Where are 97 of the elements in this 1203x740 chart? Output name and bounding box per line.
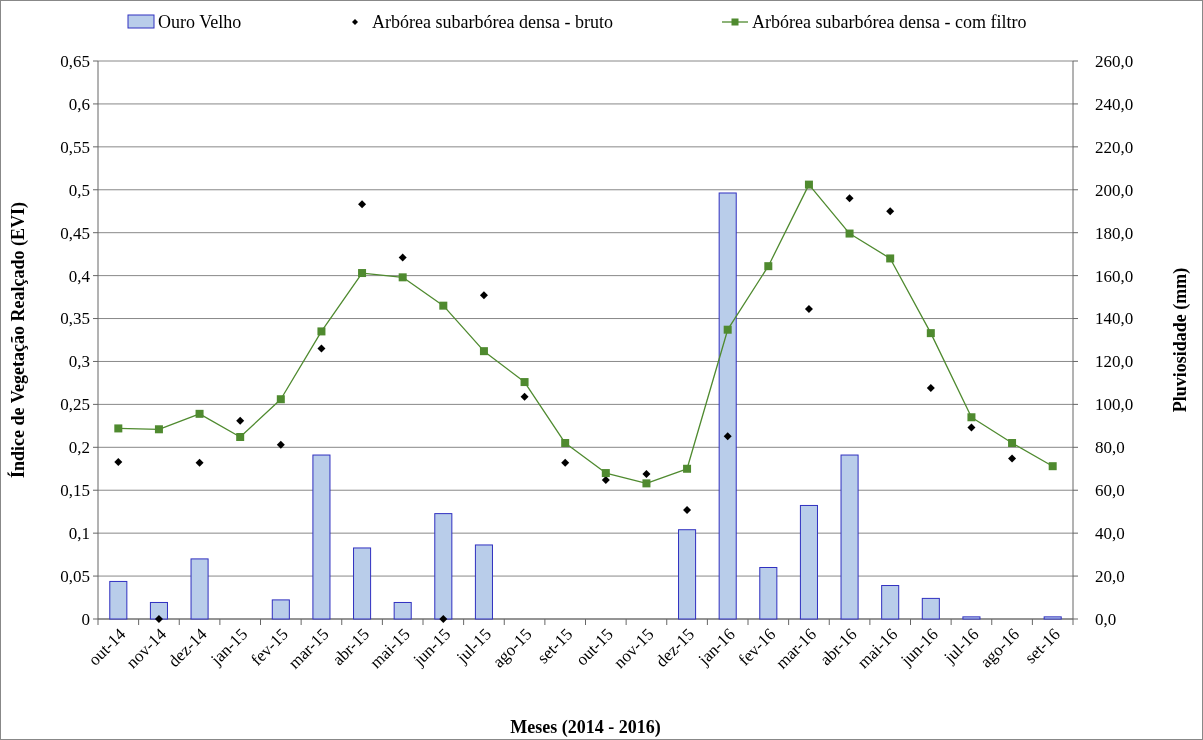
y-tick-label: 0,1 [68,524,90,544]
point [520,378,529,387]
point [926,329,935,338]
x-axis-title: Meses (2014 - 2016) [510,717,661,738]
point [1048,462,1057,471]
point [1008,439,1017,448]
bar [393,601,412,620]
point [236,416,245,425]
y2-tick-label: 160,0 [1095,266,1134,286]
y2-tick-label: 60,0 [1095,481,1125,501]
point [317,327,326,336]
point [479,347,488,356]
bar [271,599,290,620]
point [723,325,732,334]
point [723,432,732,441]
y-tick-label: 0,2 [68,438,90,458]
bar [962,616,981,620]
point [683,505,692,514]
bar [881,585,900,620]
point [154,615,163,623]
legend-label: Ouro Velho [158,12,242,33]
point [1008,454,1017,463]
bar [109,580,128,620]
point [683,464,692,473]
bar [759,566,778,620]
y2-tick-label: 180,0 [1095,223,1134,243]
y-tick-label: 0,45 [60,223,90,243]
point [642,469,651,478]
y-axis-title: Índice de Vegetação Realçado (EVI) [7,202,29,478]
y-tick-label: 0,5 [68,180,90,200]
bar [718,192,737,620]
y2-tick-label: 100,0 [1095,395,1134,415]
bar [799,504,818,620]
point [358,200,367,209]
bar [312,454,331,620]
point [195,409,204,418]
point [642,479,651,488]
point [439,615,448,623]
bar [474,544,493,620]
bar [353,547,372,620]
y2-tick-label: 0,0 [1095,609,1117,629]
point [276,440,285,449]
y2-tick-label: 200,0 [1095,180,1134,200]
bar [921,597,940,620]
point [845,229,854,238]
y-tick-label: 0,3 [68,352,90,372]
point [114,424,123,433]
point [154,425,163,434]
y-tick-label: 0,55 [60,137,90,157]
legend-label: Arbórea subarbórea densa - bruto [372,12,613,33]
bar [434,513,453,620]
bar [678,529,697,620]
y2-tick-label: 260,0 [1095,51,1134,71]
point [967,413,976,422]
point [601,469,610,478]
y2-tick-label: 120,0 [1095,352,1134,372]
point [479,291,488,300]
y-tick-label: 0,4 [68,266,91,286]
point [804,305,813,314]
point [926,384,935,393]
y-tick-label: 0,35 [60,309,90,329]
point [195,458,204,467]
y-tick-label: 0,25 [60,395,90,415]
point [276,395,285,404]
point [439,301,448,310]
point [114,457,123,466]
y2-tick-label: 20,0 [1095,567,1125,587]
y2-tick-label: 80,0 [1095,438,1125,458]
point [236,433,245,442]
point [764,262,773,271]
bar [190,558,209,620]
y-tick-label: 0,6 [68,94,90,114]
bar [1043,616,1062,620]
point [398,273,407,282]
point [398,253,407,262]
point [845,194,854,203]
y-tick-label: 0 [81,609,90,629]
point [967,423,976,432]
y2-axis-title: Pluviosidade (mm) [1170,267,1191,413]
point [358,269,367,278]
point [317,344,326,353]
bar [149,601,168,620]
y2-tick-label: 220,0 [1095,137,1134,157]
y2-tick-label: 240,0 [1095,94,1134,114]
legend-label: Arbórea subarbórea densa - com filtro [752,12,1027,33]
point [561,439,570,448]
point [561,458,570,467]
y-tick-label: 0,15 [60,481,90,501]
y2-tick-label: 140,0 [1095,309,1134,329]
y-tick-label: 0,65 [60,51,90,71]
y2-tick-label: 40,0 [1095,524,1125,544]
point [886,254,895,263]
bar [840,454,859,620]
y-tick-label: 0,05 [60,567,90,587]
point [520,392,529,401]
point [804,180,813,189]
point [886,207,895,216]
